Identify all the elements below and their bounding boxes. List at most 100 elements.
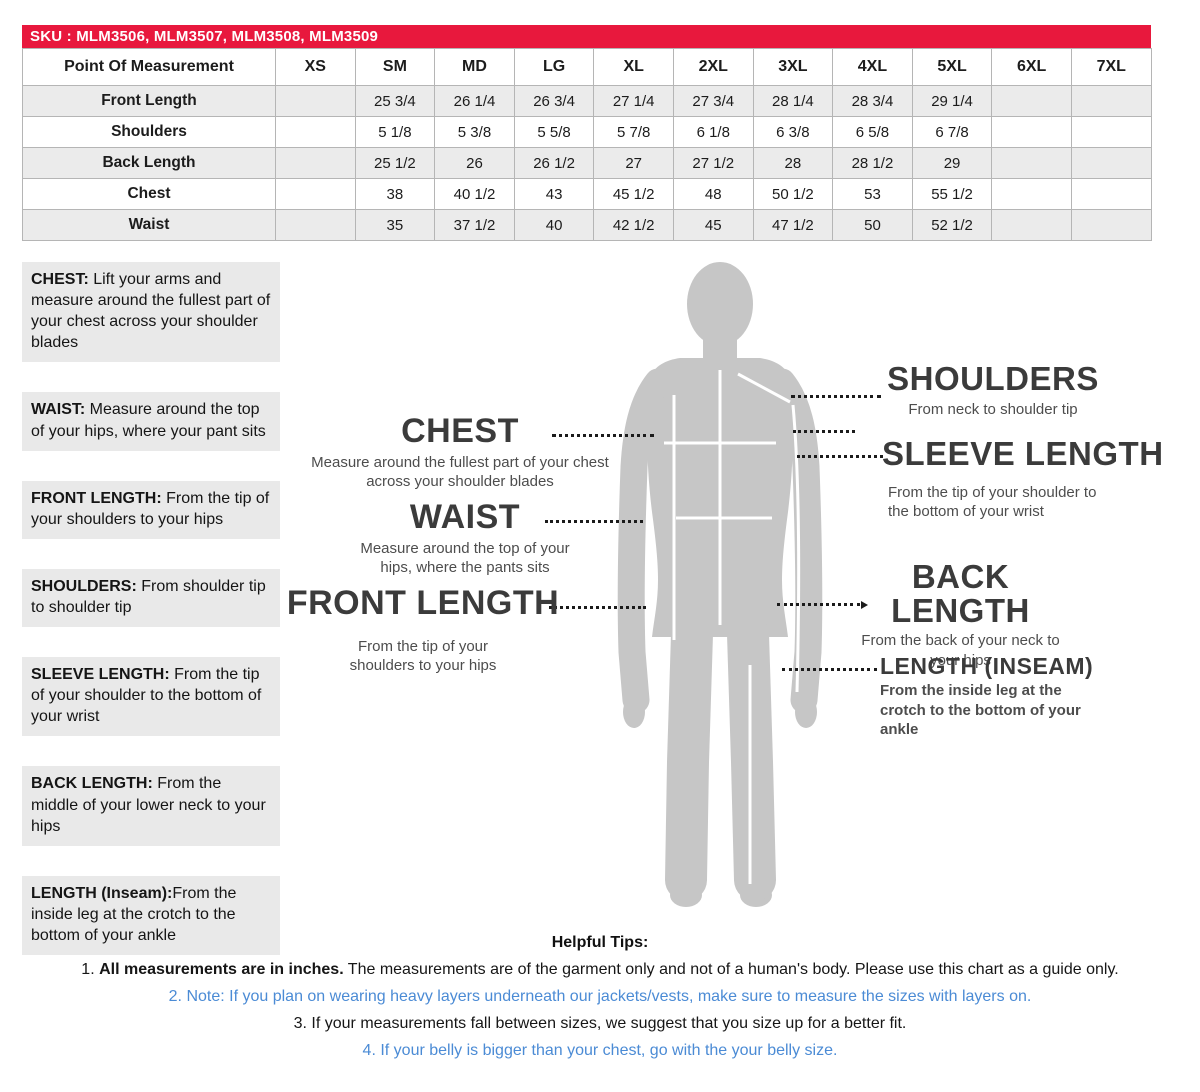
tip-1-text: The measurements are of the garment only… [343,961,1119,978]
diagram-label-front-length: FRONT LENGTH From the tip of your should… [278,586,568,675]
size-value-cell: 5 1/8 [354,116,436,148]
chest-label: CHEST [401,412,519,450]
size-value-cell: 26 [434,147,515,179]
definition-text: From the tip of your shoulders to your h… [31,489,270,528]
column-header: MD [434,48,515,86]
front-length-caption: From the tip of your shoulders to your h… [349,637,497,674]
leader-line-chest-right [793,430,855,433]
definition-term: FRONT LENGTH: [31,489,162,507]
definition-term: LENGTH (Inseam): [31,884,173,902]
definition-length-inseam: LENGTH (Inseam):From the inside leg at t… [22,875,280,956]
size-value-cell: 5 5/8 [513,116,595,148]
column-header: LG [513,48,595,86]
waist-caption: Measure around the top of your hips, whe… [360,539,570,576]
size-value-cell: 42 1/2 [593,209,674,241]
tip-3: 3. If your measurements fall between siz… [293,1015,907,1032]
sleeve-length-label: SLEEVE LENGTH [882,435,1164,472]
size-value-cell: 50 1/2 [752,178,834,210]
column-header: 7XL [1070,48,1152,86]
diagram-label-sleeve-length: SLEEVE LENGTH From the tip of your shoul… [882,437,1177,521]
column-header: 2XL [672,48,754,86]
size-value-cell: 38 [354,178,436,210]
size-value-cell: 26 1/4 [434,85,515,117]
front-length-label: FRONT LENGTH [286,584,560,622]
table-row: Waist 35 37 1/2 40 42 1/2 45 47 1/2 50 52 1/2 [22,209,1152,241]
definition-text: From shoulder tip to shoulder tip [31,577,266,616]
size-value-cell [991,178,1072,210]
size-value-cell: 25 1/2 [354,147,436,179]
measurement-row-label: Back Length [22,147,276,179]
size-value-cell: 28 1/4 [752,85,834,117]
size-value-cell [275,178,356,210]
tip-1-bold: All measurements are in inches. [99,961,344,978]
chest-caption: Measure around the fullest part of your … [311,453,609,490]
size-value-cell: 28 3/4 [832,85,913,117]
size-value-cell [1070,178,1152,210]
table-row: Chest 38 40 1/2 43 45 1/2 48 50 1/2 53 55 1/2 [22,178,1152,210]
measurement-row-label: Chest [22,178,276,210]
definition-text: Lift your arms and measure around the fu… [31,271,271,352]
diagram-label-back-length: BACK LENGTH From the back of your neck t… [843,560,1078,670]
tips-heading: Helpful Tips: [551,934,649,951]
back-length-arrow-icon [861,600,868,609]
inseam-label: LENGTH (INSEAM) [880,653,1094,679]
size-value-cell [275,209,356,241]
size-value-cell: 28 [752,147,834,179]
size-value-cell [1070,209,1152,241]
definition-sleeve-length: SLEEVE LENGTH: From the tip of your shou… [22,657,280,737]
size-value-cell: 40 [513,209,595,241]
size-value-cell: 47 1/2 [752,209,834,241]
size-value-cell [1070,116,1152,148]
column-header: XS [275,48,356,86]
leader-line-front-length [549,606,646,609]
size-value-cell: 27 1/4 [593,85,674,117]
size-value-cell: 53 [832,178,913,210]
size-value-cell: 5 3/8 [434,116,515,148]
table-row: Back Length 25 1/2 26 26 1/2 27 27 1/2 28 28 1/… [22,147,1152,179]
size-value-cell: 40 1/2 [434,178,515,210]
size-value-cell [991,209,1072,241]
definition-term: SLEEVE LENGTH: [31,666,170,684]
size-value-cell [991,116,1072,148]
size-value-cell: 5 7/8 [593,116,674,148]
size-value-cell: 6 5/8 [832,116,913,148]
definition-shoulders: SHOULDERS: From shoulder tip to shoulder… [22,568,280,628]
size-value-cell: 55 1/2 [911,178,993,210]
definition-term: WAIST: [31,401,86,419]
size-value-cell [991,147,1072,179]
size-value-cell [275,85,356,117]
size-value-cell: 35 [354,209,436,241]
size-value-cell: 27 [593,147,674,179]
shoulders-label: SHOULDERS [887,360,1099,397]
size-value-cell: 27 3/4 [672,85,754,117]
table-row: Front Length 25 3/4 26 1/4 26 3/4 27 1/4 27 3… [22,85,1152,117]
tip-2: 2. Note: If you plan on wearing heavy la… [168,988,1032,1005]
tip-1: 1. All measurements are in inches. The m… [0,961,1200,979]
sleeve-length-caption: From the tip of your shoulder to the bot… [888,483,1097,520]
leader-line-shoulders [791,395,881,398]
measurement-definitions: CHEST: Lift your arms and measure around… [22,262,280,985]
measurement-row-label: Shoulders [22,116,276,148]
definition-back-length: BACK LENGTH: From the middle of your low… [22,766,280,846]
definition-term: SHOULDERS: [31,577,137,595]
waist-label: WAIST [409,498,521,536]
column-header: 3XL [752,48,834,86]
tip-4: 4. If your belly is bigger than your che… [362,1042,838,1059]
leader-line-chest [552,434,654,437]
diagram-label-waist: WAIST Measure around the top of your hip… [330,500,600,577]
measurement-guide-lines [664,370,801,884]
sku-header-bar: SKU : MLM3506, MLM3507, MLM3508, MLM3509 [22,25,1151,48]
definition-text: From the inside leg at the crotch to the… [31,884,237,944]
definition-term: CHEST: [31,271,89,288]
size-value-cell: 26 1/2 [513,147,595,179]
size-value-cell: 27 1/2 [672,147,754,179]
tip-1-number: 1. [81,961,100,978]
size-value-cell: 6 7/8 [911,116,993,148]
size-value-cell [275,147,356,179]
diagram-label-inseam: LENGTH (INSEAM) From the inside leg at t… [880,653,1110,739]
diagram-label-shoulders: SHOULDERS From neck to shoulder tip [878,362,1108,419]
back-length-label: BACK LENGTH [891,558,1030,629]
definition-waist: WAIST: Measure around the top of your hi… [22,392,280,451]
size-value-cell [991,85,1072,117]
back-length-caption: From the back of your neck to your hips [861,632,1060,669]
